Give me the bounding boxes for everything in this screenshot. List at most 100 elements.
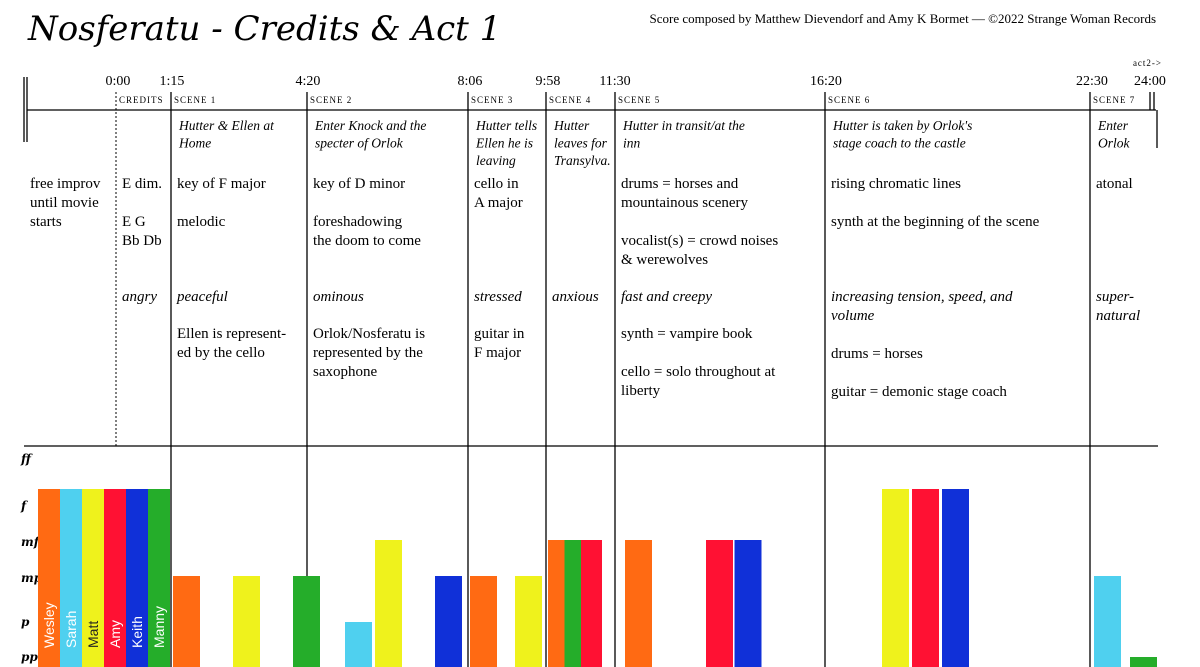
dynamic-label: ff (20, 452, 33, 466)
section-extra: ed by the cello (177, 345, 265, 361)
section-extra: Orlok/Nosferatu is (313, 326, 425, 342)
dynamics-bar-wesley (38, 489, 60, 667)
player-name: Manny (151, 606, 167, 648)
section-mood: angry (122, 289, 157, 305)
section-mood: anxious (552, 289, 599, 305)
section-note: cello in (474, 176, 519, 192)
section-mood: volume (831, 308, 875, 324)
section-mood: super- (1096, 289, 1134, 305)
time-label: 16:20 (810, 74, 842, 89)
dynamics-bar-manny (148, 489, 170, 667)
section-description: inn (623, 136, 641, 151)
section-label: SCENE 5 (618, 95, 660, 105)
dynamics-bar-manny (564, 540, 586, 667)
section-note: atonal (1096, 176, 1133, 192)
dynamics-bar-matt (375, 540, 402, 667)
section-label: SCENE 4 (549, 95, 591, 105)
time-label: 4:20 (296, 74, 321, 89)
section-label: SCENE 3 (471, 95, 513, 105)
section-description: Hutter tells (475, 118, 537, 133)
time-label: 1:15 (160, 74, 185, 89)
section-description: Hutter in transit/at the (622, 118, 745, 133)
section-extra: drums = horses (831, 346, 923, 362)
section-description: Orlok (1098, 136, 1131, 151)
dynamics-bar-amy (706, 540, 733, 667)
dynamics-bar-amy (912, 489, 939, 667)
section-label: CREDITS (119, 95, 164, 105)
section-extra: cello = solo throughout at (621, 364, 776, 380)
dynamic-label: mp (21, 571, 43, 585)
dynamics-bar-keith (734, 540, 762, 667)
section-note: rising chromatic lines (831, 176, 961, 192)
dynamics-bar-wesley (173, 576, 200, 667)
section-mood: peaceful (176, 289, 228, 305)
section-label: SCENE 6 (828, 95, 870, 105)
section-extra: synth = vampire book (621, 326, 753, 342)
section-extra: guitar = demonic stage coach (831, 384, 1007, 400)
time-label: 8:06 (458, 74, 483, 89)
dynamics-bar-manny (293, 576, 320, 667)
time-label: 9:58 (536, 74, 561, 89)
section-description: leaves for (554, 136, 608, 151)
dynamics-bar-keith (942, 489, 969, 667)
credits-line: Score composed by Matthew Dievendorf and… (650, 11, 1156, 26)
dynamics-bar-matt (515, 576, 542, 667)
section-note: drums = horses and (621, 176, 739, 192)
section-note: melodic (177, 214, 226, 230)
dynamic-label: p (21, 615, 30, 629)
player-name: Wesley (41, 602, 57, 648)
section-description: Hutter & Ellen at (178, 118, 275, 133)
section-mood: fast and creepy (621, 289, 712, 305)
dynamic-label: f (20, 499, 28, 513)
section-label: SCENE 2 (310, 95, 352, 105)
section-extra: saxophone (313, 364, 377, 380)
prelude-note: starts (30, 214, 62, 230)
section-description: specter of Orlok (315, 136, 404, 151)
prelude-note: until movie (30, 195, 99, 211)
time-label: 11:30 (599, 74, 630, 89)
dynamics-bar-matt (233, 576, 260, 667)
dynamics-bar-matt (882, 489, 909, 667)
section-description: Enter (1097, 118, 1129, 133)
section-note: key of D minor (313, 176, 405, 192)
section-note: vocalist(s) = crowd noises (621, 233, 778, 249)
section-extra: F major (474, 345, 521, 361)
section-description: stage coach to the castle (833, 136, 966, 151)
section-description: leaving (476, 153, 516, 168)
section-note: the doom to come (313, 233, 421, 249)
player-name: Sarah (63, 611, 79, 648)
section-mood: stressed (474, 289, 522, 305)
dynamics-bar-wesley (470, 576, 497, 667)
dynamics-bar-sarah (60, 489, 82, 667)
act2-marker: act2-> (1133, 58, 1162, 68)
section-mood: natural (1096, 308, 1140, 324)
section-description: Ellen he is (475, 136, 533, 151)
section-label: SCENE 7 (1093, 95, 1135, 105)
section-note: Bb Db (122, 233, 162, 249)
section-note: foreshadowing (313, 214, 403, 230)
section-extra: guitar in (474, 326, 525, 342)
prelude-note: free improv (30, 176, 101, 192)
section-label: SCENE 1 (174, 95, 216, 105)
section-note: key of F major (177, 176, 266, 192)
section-note: E dim. (122, 176, 162, 192)
section-mood: ominous (313, 289, 364, 305)
section-note: mountainous scenery (621, 195, 749, 211)
dynamics-bar-sarah (345, 622, 372, 667)
dynamics-bar-amy (581, 540, 602, 667)
section-description: Hutter is taken by Orlok's (832, 118, 972, 133)
dynamics-bar-sarah (1094, 576, 1121, 667)
page-title: Nosferatu - Credits & Act 1 (27, 9, 501, 49)
section-extra: represented by the (313, 345, 423, 361)
dynamic-label: mf (21, 535, 41, 549)
section-note: A major (474, 195, 523, 211)
section-description: Enter Knock and the (314, 118, 426, 133)
time-label: 0:00 (106, 74, 131, 89)
dynamics-bar-manny (1130, 657, 1157, 667)
section-note: & werewolves (621, 252, 708, 268)
dynamics-bar-matt (82, 489, 104, 667)
dynamics-bar-wesley (548, 540, 569, 667)
section-extra: Ellen is represent- (177, 326, 286, 342)
dynamics-bar-keith (435, 576, 462, 667)
time-label: 24:00 (1134, 74, 1166, 89)
